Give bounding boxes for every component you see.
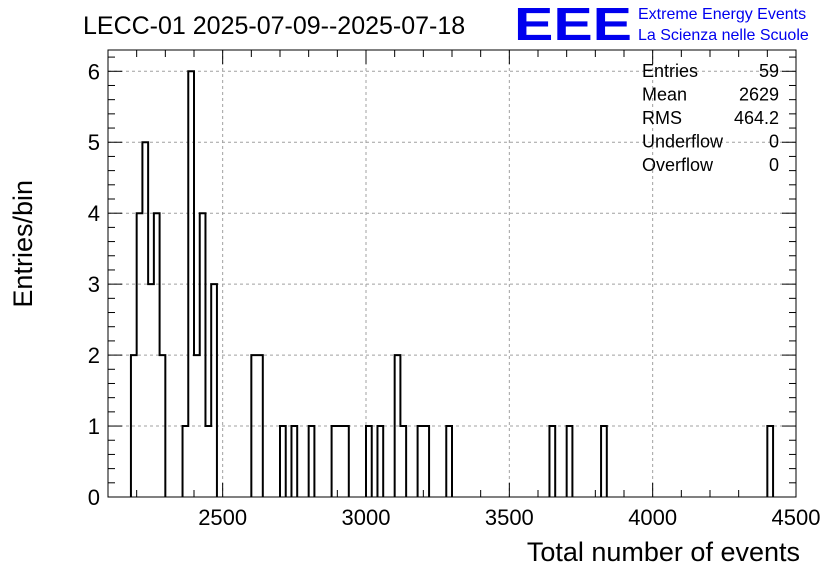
histogram-bin [291,426,297,497]
y-tick-label: 1 [88,414,100,439]
stat-value: 0 [769,132,779,152]
histogram-bin [137,213,143,497]
histogram-bin [131,355,137,497]
histogram-bin [767,426,773,497]
y-tick-label: 2 [88,343,100,368]
x-tick-label: 2500 [198,505,247,530]
y-axis-label: Entries/bin [8,180,38,308]
histogram-bin [343,426,349,497]
y-tick-label: 3 [88,272,100,297]
histogram-bin [211,284,217,497]
histogram-bin [309,426,315,497]
stat-label: Overflow [642,155,714,175]
stat-label: RMS [642,108,682,128]
histogram-bin [183,426,189,497]
histogram-bin [446,426,452,497]
x-tick-label: 3000 [342,505,391,530]
histogram-bin [148,284,154,497]
x-tick-label: 4500 [772,505,821,530]
histogram-steps [129,70,775,497]
histogram-bin [418,426,424,497]
eee-logo-line2: La Scienza nelle Scuole [638,27,809,44]
stat-value: 59 [759,61,779,81]
histogram-bin [377,426,383,497]
histogram-outline [129,70,775,497]
histogram-bin [160,355,166,497]
histogram-bin [188,71,194,497]
x-tick-label: 4000 [628,505,677,530]
histogram-bin [549,426,555,497]
x-tick-label: 3500 [485,505,534,530]
stats-box: Entries 59 Mean 2629 RMS 464.2 Underflow 0 Overf… [642,61,779,175]
histogram-bin [567,426,573,497]
histogram-bin [142,142,148,497]
stat-value: 0 [769,155,779,175]
histogram-bin [601,426,607,497]
histogram-bin [251,355,257,497]
y-tick-label: 4 [88,201,100,226]
histogram-bin [337,426,343,497]
stat-label: Mean [642,85,687,105]
x-axis-label: Total number of events [527,537,800,567]
histogram-bin [400,426,406,497]
stat-label: Underflow [642,132,724,152]
eee-logo-mark: EEE [514,0,632,50]
histogram-bin [154,213,160,497]
histogram-bin [200,213,206,497]
y-tick-label: 6 [88,59,100,84]
eee-logo: EEE Extreme Energy Events La Scienza nel… [514,0,809,50]
stat-label: Entries [642,61,698,81]
histogram-bin [395,355,401,497]
histogram-bin [332,426,338,497]
stat-value: 464.2 [734,108,779,128]
chart-title: LECC-01 2025-07-09--2025-07-18 [83,12,465,40]
histogram-bin [194,355,200,497]
axis-ticks: 2500 3000 3500 4000 4500 0 1 2 3 4 5 6 [88,50,821,530]
eee-logo-line1: Extreme Energy Events [638,6,806,23]
y-tick-label: 0 [88,485,100,510]
histogram-bin [366,426,372,497]
histogram-bin [423,426,429,497]
histogram-bin [205,426,211,497]
stat-value: 2629 [739,85,779,105]
histogram-bin [257,355,263,497]
histogram-bin [280,426,286,497]
y-tick-label: 5 [88,130,100,155]
